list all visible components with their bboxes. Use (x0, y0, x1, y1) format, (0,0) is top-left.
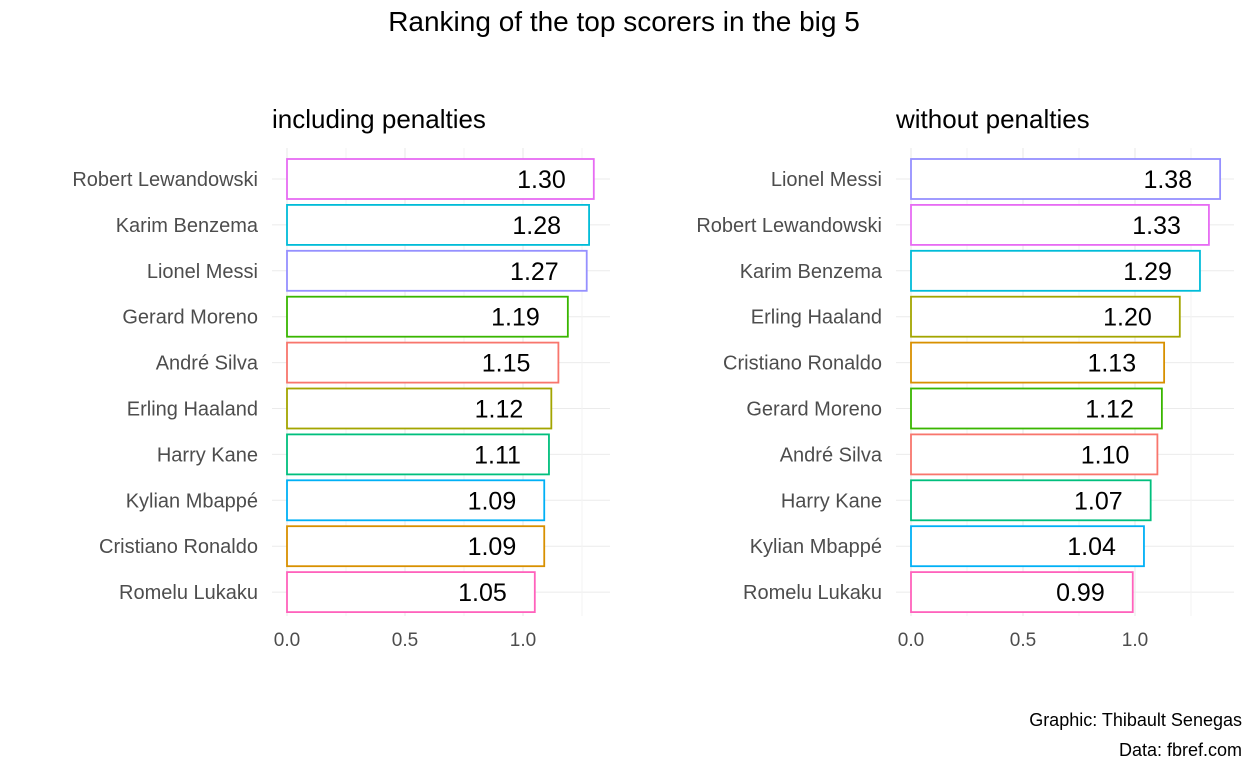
bar (910, 433, 1159, 476)
x-tick-label: 1.0 (510, 630, 536, 651)
caption-data: Data: fbref.com (1118, 740, 1242, 760)
bar (910, 203, 1210, 246)
bar-value-label: 1.11 (474, 441, 521, 469)
bar-value-label: 1.12 (1085, 396, 1134, 424)
bar-value-label: 1.04 (1067, 533, 1116, 561)
category-label: Lionel Messi (771, 169, 882, 191)
panel-title: including penalties (272, 104, 486, 134)
bar-value-label: 1.10 (1081, 441, 1130, 469)
bar (286, 571, 536, 613)
x-tick-label: 0.0 (898, 630, 924, 651)
bar-value-label: 1.15 (482, 350, 531, 378)
bar (910, 158, 1222, 200)
bar (286, 295, 569, 338)
bar-value-label: 1.29 (1123, 258, 1172, 286)
bar (286, 387, 553, 430)
category-label: André Silva (156, 353, 259, 375)
chart-title: Ranking of the top scorers in the big 5 (388, 6, 860, 37)
caption-graphic: Graphic: Thibault Senegas (1029, 710, 1242, 730)
category-label: André Silva (780, 444, 883, 466)
bar-value-label: 1.33 (1132, 212, 1181, 240)
bar (286, 433, 550, 476)
category-label: Gerard Moreno (122, 307, 258, 329)
x-tick-label: 0.0 (274, 630, 300, 651)
category-label: Romelu Lukaku (743, 582, 882, 604)
bar (910, 571, 1134, 613)
category-label: Kylian Mbappé (126, 490, 258, 512)
category-label: Karim Benzema (740, 261, 883, 283)
x-tick-label: 0.5 (392, 630, 418, 651)
category-label: Gerard Moreno (746, 399, 882, 421)
panel-title: without penalties (895, 104, 1090, 134)
bar (910, 295, 1181, 338)
category-label: Erling Haaland (127, 399, 258, 421)
bar (286, 249, 588, 292)
bar (910, 525, 1145, 568)
bar (286, 525, 546, 568)
category-label: Cristiano Ronaldo (723, 353, 882, 375)
bar (286, 158, 595, 200)
bar (286, 203, 590, 246)
bar (286, 479, 546, 522)
bar-value-label: 1.05 (458, 579, 507, 607)
bar (910, 249, 1201, 292)
category-label: Harry Kane (157, 444, 258, 466)
category-label: Karim Benzema (116, 215, 259, 237)
bar-value-label: 1.30 (517, 166, 566, 194)
bar (910, 479, 1152, 522)
bar (286, 341, 560, 384)
category-label: Robert Lewandowski (696, 215, 882, 237)
bar-value-label: 1.12 (475, 396, 524, 424)
bar-value-label: 0.99 (1056, 579, 1105, 607)
bar-value-label: 1.09 (468, 487, 517, 515)
bar-value-label: 1.27 (510, 258, 559, 286)
category-label: Lionel Messi (147, 261, 258, 283)
bar-value-label: 1.28 (512, 212, 561, 240)
x-tick-label: 0.5 (1010, 630, 1036, 651)
category-label: Harry Kane (781, 490, 882, 512)
category-label: Erling Haaland (751, 307, 882, 329)
category-label: Romelu Lukaku (119, 582, 258, 604)
bar-value-label: 1.09 (468, 533, 517, 561)
category-label: Kylian Mbappé (750, 536, 882, 558)
category-label: Cristiano Ronaldo (99, 536, 258, 558)
bar-value-label: 1.13 (1087, 350, 1136, 378)
bar-value-label: 1.19 (491, 304, 540, 332)
bar-value-label: 1.38 (1143, 166, 1192, 194)
bar (910, 387, 1163, 430)
category-label: Robert Lewandowski (72, 169, 258, 191)
bar-value-label: 1.20 (1103, 304, 1152, 332)
bar (910, 341, 1166, 384)
x-tick-label: 1.0 (1122, 630, 1148, 651)
bar-value-label: 1.07 (1074, 487, 1123, 515)
